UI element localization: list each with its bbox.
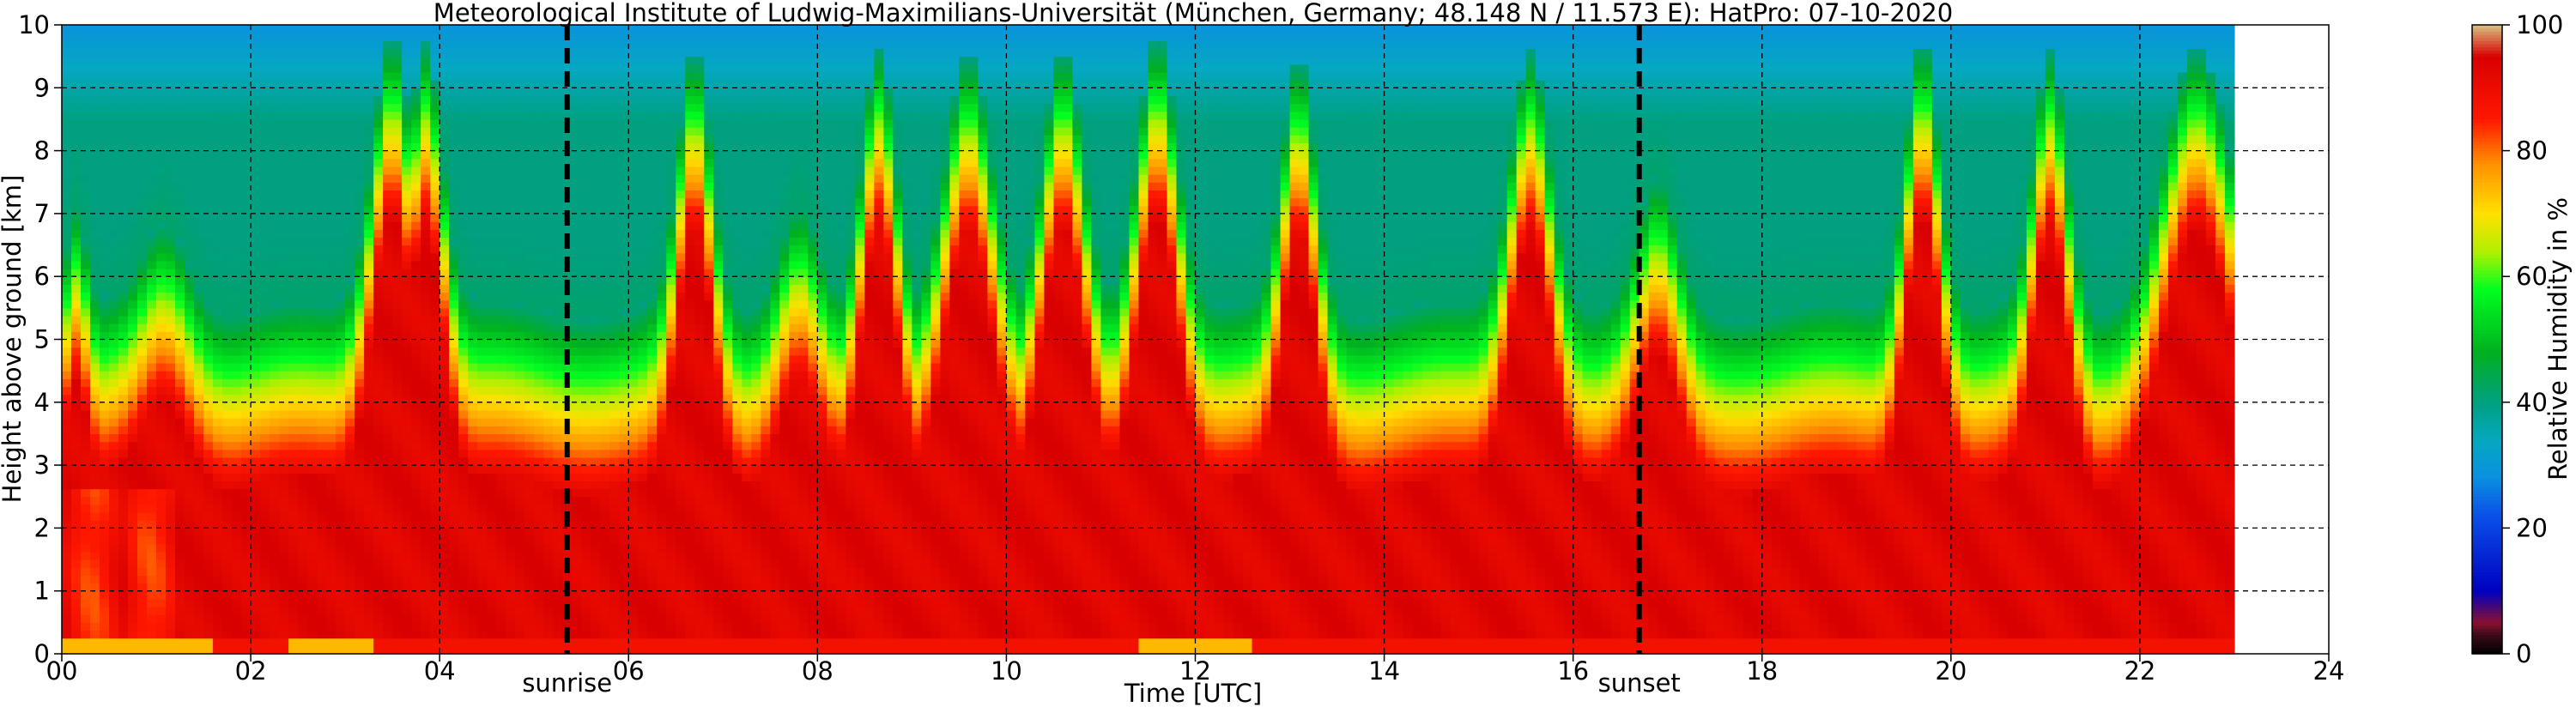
x-tick-label: 12	[1179, 656, 1211, 686]
x-tick-label: 22	[2124, 656, 2155, 686]
y-axis-label: Height above ground [km]	[0, 175, 27, 504]
y-tick-label: 8	[34, 136, 50, 166]
x-axis-ticks: 00 02 04 06 08 10 12 14 16 18 20 22 24	[46, 654, 2345, 686]
y-tick-label: 7	[34, 199, 50, 228]
y-tick-label: 3	[34, 450, 50, 480]
y-tick-label: 6	[34, 262, 50, 291]
y-axis-ticks: 0 1 2 3 4 5 6 7 8 9 10	[18, 10, 62, 668]
colorbar-tick-label: 80	[2516, 136, 2548, 166]
x-tick-label: 02	[235, 656, 267, 686]
x-tick-label: 08	[802, 656, 833, 686]
x-axis-label: Time [UTC]	[1124, 679, 1262, 707]
colorbar-label: Relative Humidity in %	[2543, 197, 2573, 480]
colorbar-tick-label: 100	[2516, 10, 2563, 39]
y-tick-label: 1	[34, 577, 50, 606]
x-tick-label: 00	[46, 656, 78, 686]
y-tick-label: 0	[34, 639, 50, 668]
y-tick-label: 5	[34, 325, 50, 354]
x-tick-label: 14	[1368, 656, 1400, 686]
colorbar-frame	[2471, 24, 2503, 655]
colorbar-tick-label: 20	[2516, 513, 2548, 542]
sunrise-label: sunrise	[522, 668, 612, 698]
grid-lines	[62, 25, 2329, 654]
colorbar-ticks: 0 20 40 60 80 100	[2502, 10, 2563, 668]
x-tick-label: 24	[2313, 656, 2345, 686]
x-tick-label: 16	[1557, 656, 1589, 686]
y-tick-label: 4	[34, 388, 50, 417]
colorbar-tick-label: 40	[2516, 388, 2548, 417]
colorbar-tick-label: 60	[2516, 262, 2548, 291]
x-tick-label: 18	[1746, 656, 1778, 686]
humidity-heatmap	[62, 25, 2235, 655]
colorbar	[2471, 24, 2503, 655]
x-tick-label: 10	[991, 656, 1022, 686]
x-tick-label: 06	[613, 656, 645, 686]
chart-title: Meteorological Institute of Ludwig-Maxim…	[433, 0, 1953, 27]
x-tick-label: 04	[424, 656, 456, 686]
sunset-label: sunset	[1598, 668, 1681, 698]
x-tick-label: 20	[1935, 656, 1967, 686]
event-lines: sunrise sunset	[522, 25, 1681, 698]
colorbar-tick-label: 0	[2516, 639, 2531, 668]
y-tick-label: 10	[18, 10, 50, 39]
y-tick-label: 2	[34, 513, 50, 542]
y-tick-label: 9	[34, 73, 50, 102]
